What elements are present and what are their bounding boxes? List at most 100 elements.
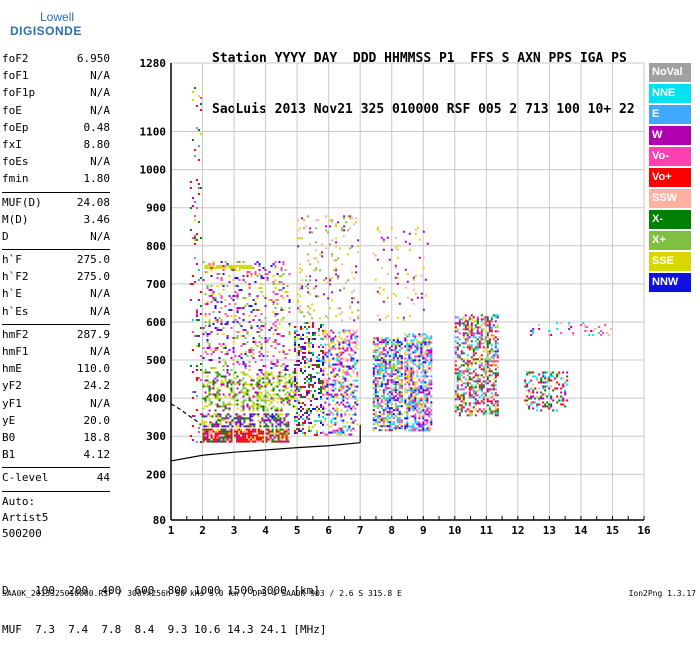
echo-point (221, 419, 224, 422)
echo-point (299, 345, 302, 348)
echo-point (374, 351, 377, 354)
echo-point (228, 309, 231, 312)
echo-point (204, 369, 207, 372)
echo-point (322, 331, 325, 334)
echo-point (285, 434, 288, 437)
echo-point (342, 403, 345, 406)
echo-point (424, 337, 427, 340)
echo-point (256, 309, 259, 312)
echo-point (496, 374, 499, 377)
echo-point (222, 432, 225, 435)
echo-point (378, 419, 381, 422)
echo-point (264, 375, 267, 378)
echo-point (353, 297, 356, 300)
echo-point (283, 417, 286, 420)
echo-point (568, 323, 571, 326)
echo-point (386, 429, 389, 432)
echo-point (307, 311, 310, 314)
echo-point (297, 413, 300, 416)
param-key: yF1 (2, 396, 22, 410)
echo-point (218, 343, 221, 346)
echo-point (380, 361, 383, 364)
echo-point (189, 365, 192, 367)
echo-point (260, 325, 263, 328)
echo-point (246, 438, 249, 441)
echo-point (236, 261, 239, 264)
echo-point (384, 349, 387, 352)
echo-point (311, 353, 314, 356)
echo-point (276, 313, 279, 316)
echo-point (410, 379, 413, 382)
echo-point (430, 341, 433, 344)
echo-point (414, 357, 417, 360)
echo-point (384, 365, 387, 368)
echo-point (330, 393, 333, 396)
echo-point (408, 409, 411, 412)
echo-point (277, 436, 280, 439)
echo-point (357, 301, 360, 304)
echo-point (468, 332, 471, 335)
echo-point (202, 436, 205, 439)
echo-point (280, 409, 283, 412)
echo-point (216, 440, 219, 443)
echo-point (336, 363, 339, 366)
echo-point (560, 391, 563, 394)
echo-point (476, 346, 479, 349)
echo-point (394, 395, 397, 398)
echo-point (264, 341, 267, 344)
echo-point (240, 371, 243, 374)
echo-point (334, 431, 337, 434)
echo-point (294, 389, 297, 392)
echo-point (301, 311, 304, 314)
echo-point (293, 347, 296, 350)
echo-point (350, 421, 353, 424)
echo-point (334, 383, 337, 386)
echo-point (246, 405, 249, 408)
echo-point (216, 432, 219, 435)
echo-point (282, 385, 285, 388)
echo-point (328, 349, 331, 352)
echo-point (351, 311, 354, 314)
echo-point (530, 329, 533, 332)
echo-point (216, 389, 219, 392)
echo-point (335, 241, 338, 244)
echo-point (216, 333, 219, 336)
echo-point (332, 417, 335, 420)
echo-point (349, 305, 352, 308)
legend-vominus: Vo- (649, 147, 691, 166)
echo-point (294, 397, 297, 400)
echo-point (335, 315, 338, 318)
echo-point (357, 315, 360, 318)
echo-point (454, 392, 457, 395)
echo-point (416, 373, 419, 376)
echo-point (227, 417, 230, 420)
echo-point (392, 367, 395, 370)
echo-point (428, 383, 431, 386)
echo-point (330, 329, 333, 332)
echo-point (276, 385, 279, 388)
echo-point (386, 421, 389, 424)
echo-point (220, 301, 223, 304)
echo-point (287, 421, 290, 424)
echo-point (286, 387, 289, 390)
echo-point (486, 390, 489, 393)
echo-point (238, 355, 241, 358)
echo-point (496, 404, 499, 407)
echo-point (230, 389, 233, 392)
echo-point (248, 321, 251, 324)
param-value: 20.0 (83, 413, 111, 427)
echo-point (332, 407, 335, 410)
param-value: 275.0 (76, 270, 110, 284)
echo-point (256, 436, 259, 439)
echo-point (261, 417, 264, 420)
echo-point (420, 423, 423, 426)
echo-point (284, 365, 287, 368)
echo-point (410, 347, 413, 350)
echo-point (235, 421, 238, 424)
echo-point (466, 380, 469, 383)
echo-point (226, 403, 229, 406)
echo-point (484, 322, 487, 325)
echo-point (456, 354, 459, 357)
echo-point (301, 423, 304, 426)
echo-point (474, 408, 477, 411)
